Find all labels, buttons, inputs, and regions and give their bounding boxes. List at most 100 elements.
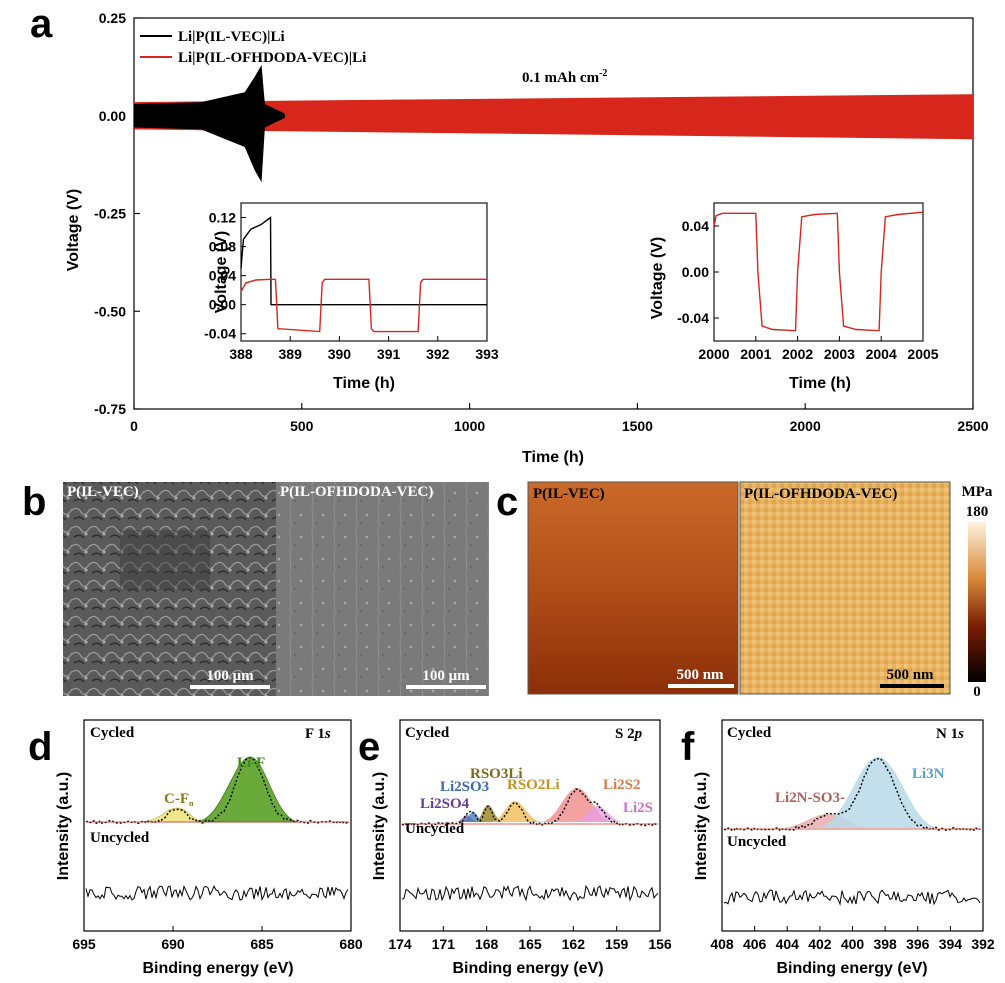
panel-d: d Cycled Uncycled F 1s C-Fn Li-F 695 690 6… [28, 719, 363, 977]
a-xtick-label: 0 [130, 418, 138, 434]
colorbar-unit: MPa [962, 484, 993, 500]
a-xtick-label: 1500 [622, 418, 653, 434]
f-ylabel: Intensity (a.u.) [693, 772, 710, 880]
b-scalebar-right-text: 100 μm [422, 668, 470, 684]
inset-1-black-line [240, 216, 487, 306]
inset-1-xtick-label: 391 [377, 346, 401, 362]
colorbar-max: 180 [966, 504, 989, 520]
inset-1-xtick-label: 389 [279, 346, 303, 362]
plot-d-frame [83, 719, 352, 932]
inset-2-xtick-label: 2005 [907, 346, 938, 362]
inset-2-xtick-label: 2004 [866, 346, 897, 362]
colorbar [968, 522, 986, 682]
e-xtick-label: 165 [518, 936, 542, 952]
a-legend: Li|P(IL-VEC)|Li Li|P(IL-OFHDODA-VEC)|Li [140, 29, 366, 66]
d-orbital: s [324, 726, 331, 742]
d-element: F 1 [305, 726, 325, 742]
d-cycled-spectrum [85, 757, 349, 825]
series-il-ofhdoda-vec [134, 94, 973, 140]
sem-image-right [276, 482, 489, 696]
inset-1-xtick-label: 390 [328, 346, 352, 362]
f-xtick-label: 404 [776, 936, 800, 952]
a-xtick-label: 500 [290, 418, 314, 434]
a-annotation-main: 0.1 mAh cm [522, 70, 600, 86]
e-orbital: p [633, 726, 643, 742]
e-element-label: S 2p [615, 726, 643, 742]
inset-2-xtick-label: 2002 [782, 346, 813, 362]
d-xlabel: Binding energy (eV) [142, 960, 293, 977]
inset-2-ytick-label: 0.04 [682, 218, 709, 234]
panel-b: b P(IL-VEC) P(IL-OFHDODA-VEC) 100 μm 100… [22, 480, 489, 696]
e-xtick-label: 162 [562, 936, 586, 952]
inset-1-ytick-label: 0.04 [209, 268, 236, 284]
e-peak-li2s: Li2S [623, 800, 653, 816]
inset-2-xlabel: Time (h) [789, 375, 851, 392]
peak-rso2li [490, 801, 542, 822]
f-xtick-label: 402 [808, 936, 832, 952]
c-scalebar-left-text: 500 nm [676, 667, 724, 683]
legend-label-1: Li|P(IL-VEC)|Li [178, 29, 285, 45]
d-xtick-label: 690 [161, 936, 185, 952]
d-x-ticks: 695 690 685 680 [72, 926, 363, 952]
d-xtick-label: 695 [72, 936, 96, 952]
d-uncycled-spectrum [85, 884, 349, 902]
inset-2-ylabel: Voltage (V) [649, 237, 666, 319]
inset-2-ytick-label: -0.04 [677, 310, 709, 326]
inset-1: 0.12 0.08 0.04 0.00 -0.04 388 389 390 391 392 393… [204, 202, 499, 392]
f-xtick-label: 408 [710, 936, 734, 952]
inset-2-red-line [713, 211, 924, 332]
f-cycled-label: Cycled [727, 725, 772, 741]
inset-2-ytick-label: 0.00 [682, 264, 709, 280]
a-ytick-label: -0.50 [94, 303, 126, 319]
a-xtick-label: 2000 [790, 418, 821, 434]
inset-1-ytick-label: 0.00 [209, 297, 236, 313]
f-element-label: N 1s [936, 726, 964, 742]
colorbar-min: 0 [973, 684, 981, 700]
f-orbital: s [957, 726, 964, 742]
inset-1-ytick-label: 0.12 [209, 210, 236, 226]
e-peak-rso3li: RSO3Li [470, 766, 523, 782]
inset-1-ylabel: Voltage (V) [213, 231, 230, 313]
inset-1-xtick-label: 388 [229, 346, 253, 362]
f-xtick-label: 392 [971, 936, 995, 952]
d-ylabel: Intensity (a.u.) [55, 772, 72, 880]
a-ytick-label: 0.00 [99, 108, 126, 124]
c-scalebar-left [668, 684, 734, 688]
inset-2-xtick-label: 2001 [740, 346, 771, 362]
panel-a: a 0.25 0.00 -0.25 -0.50 -0.75 0 500 1000 1500 20… [30, 2, 989, 466]
series-il-vec [134, 64, 286, 183]
inset-2-frame [713, 202, 924, 342]
a-xlabel: Time (h) [522, 449, 584, 466]
e-xtick-label: 168 [475, 936, 499, 952]
a-x-ticks: 0 500 1000 1500 2000 2500 [130, 403, 989, 434]
a-ytick-label: 0.25 [99, 10, 126, 26]
d-xtick-label: 680 [339, 936, 363, 952]
f-peak-li3n: Li3N [912, 766, 945, 782]
e-peak-rso2li: RSO2Li [507, 777, 560, 793]
panel-f: f Cycled Uncycled N 1s Li2N-SO3- Li3N 40… [681, 719, 995, 977]
f-x-ticks: 408 406 404 402 400 398 396 394 392 [710, 926, 995, 952]
d-peak-cfn-label: C-Fn [164, 791, 194, 808]
b-scalebar-left-text: 100 μm [206, 668, 254, 684]
d-uncycled-label: Uncycled [90, 830, 150, 846]
panel-c: c P(IL-VEC) P(IL-OFHDODA-VEC) 500 nm 500… [496, 480, 993, 700]
f-uncycled-label: Uncycled [727, 834, 787, 850]
inset-1-y-ticks: 0.12 0.08 0.04 0.00 -0.04 [204, 210, 246, 342]
f-uncycled-spectrum [723, 889, 981, 906]
peak-li3n [815, 757, 940, 828]
inset-1-x-ticks: 388 389 390 391 392 393 [229, 336, 499, 362]
inset-2-xtick-label: 2003 [824, 346, 855, 362]
f-xtick-label: 406 [743, 936, 767, 952]
e-peak-li2so4: Li2SO4 [420, 796, 470, 812]
inset-1-ytick-label: 0.08 [209, 239, 236, 255]
panel-letter-e: e [358, 725, 380, 769]
a-ytick-label: -0.75 [94, 401, 126, 417]
b-scalebar-right [406, 685, 486, 689]
a-annotation-sup: -2 [599, 68, 607, 79]
f-xtick-label: 400 [841, 936, 865, 952]
a-xtick-label: 1000 [454, 418, 485, 434]
panel-e: e Cycled Uncycled S 2p Li2SO4 Li2SO3 RSO… [358, 719, 672, 977]
e-xtick-label: 174 [388, 936, 412, 952]
a-ytick-label: -0.25 [94, 206, 126, 222]
afm-image-right [739, 481, 951, 695]
